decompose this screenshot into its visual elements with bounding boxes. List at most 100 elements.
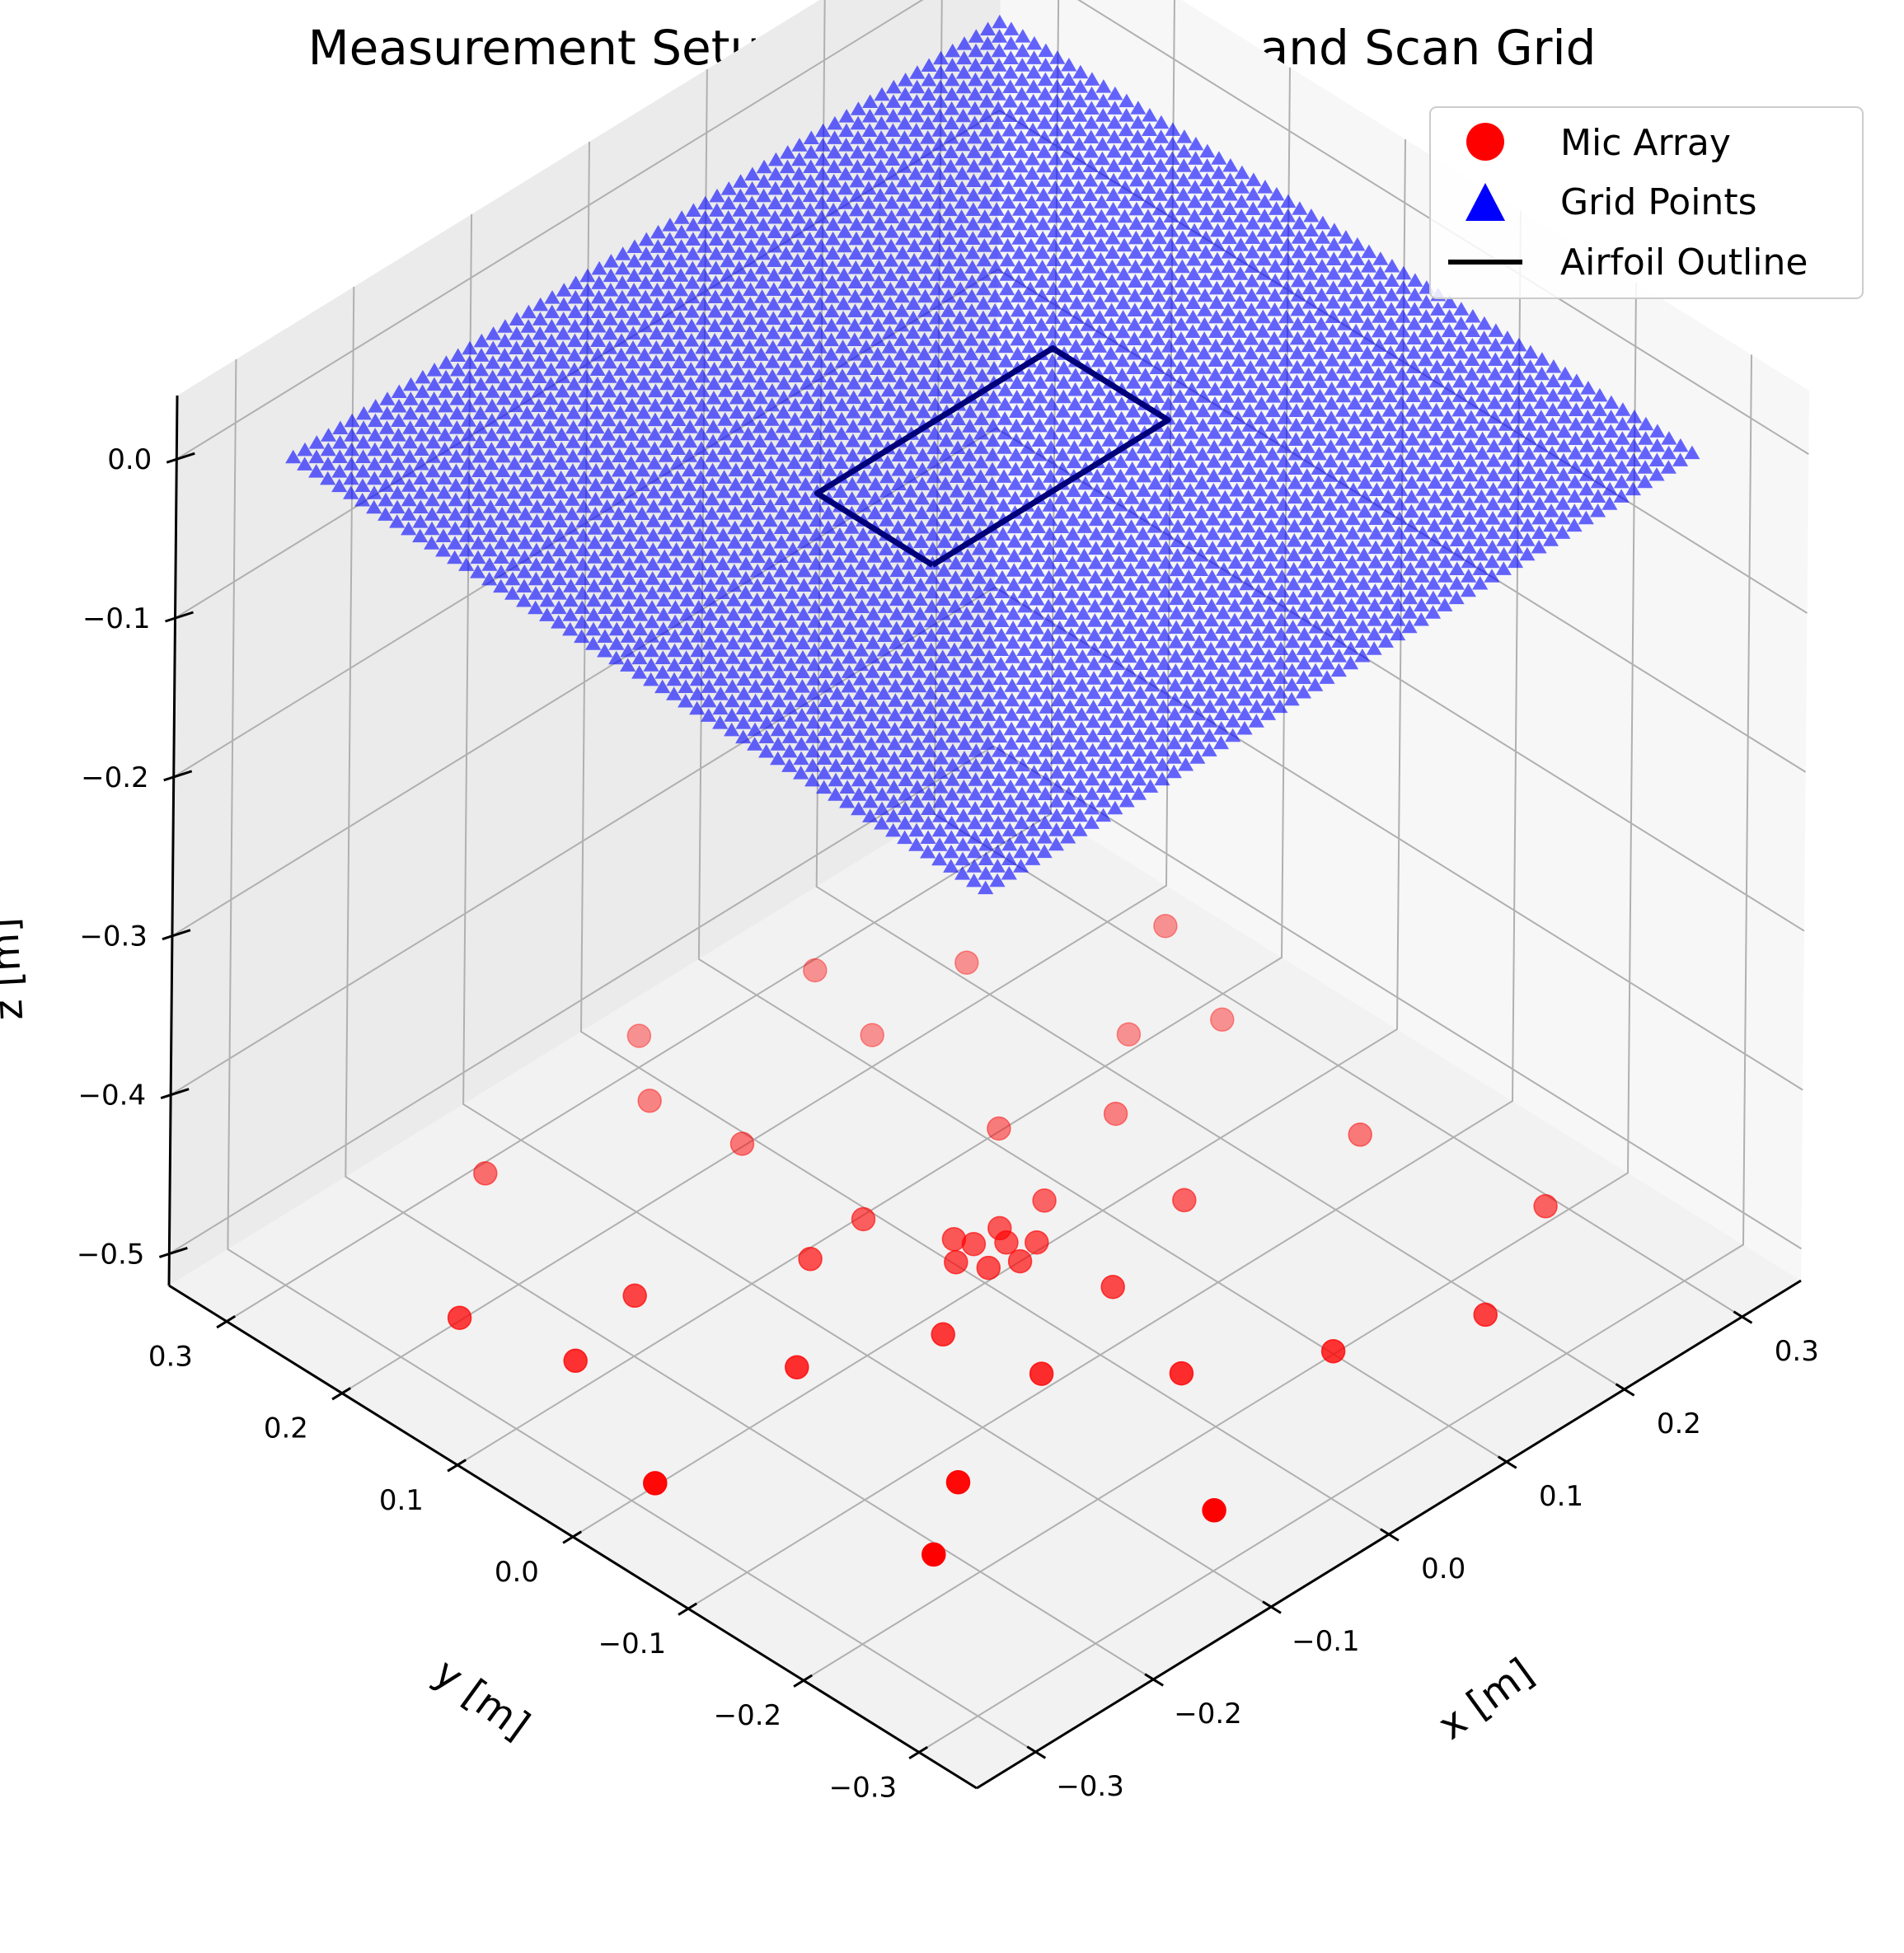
grid-point-35-56 [1226,670,1242,685]
grid-point-47-10 [553,427,570,441]
grid-point-47-2 [461,369,477,384]
grid-point-13-29 [1173,316,1189,331]
grid-point-13-40 [1300,396,1316,410]
grid-point-40-19 [739,441,756,455]
grid-point-13-38 [1277,382,1293,396]
grid-point-59-45 [816,766,832,780]
grid-point-51-41 [864,678,880,693]
grid-point-9-34 [1278,324,1294,338]
grid-point-33-23 [868,419,884,433]
grid-point-54-10 [471,478,487,492]
grid-point-57-6 [390,471,406,485]
grid-point-8-44 [1405,388,1422,402]
grid-point-47-13 [588,448,604,463]
grid-point-22-9 [837,238,853,253]
grid-point-16-27 [1114,324,1131,339]
grid-point-21-32 [1114,396,1130,410]
grid-point-35-59 [1260,691,1277,706]
grid-point-50-39 [853,657,870,672]
grid-point-20-50 [1333,518,1349,532]
grid-point-29-40 [1112,512,1128,526]
grid-point-34-11 [718,340,734,354]
grid-point-54-52 [955,780,972,794]
grid-point-47-35 [842,607,858,621]
grid-point-44-27 [785,527,801,541]
grid-point-9-6 [954,123,971,137]
grid-point-2-43 [1464,338,1480,352]
grid-point-55-42 [828,714,845,729]
grid-point-47-45 [957,678,973,692]
grid-point-28-34 [1054,461,1071,475]
grid-point-23-7 [801,232,818,246]
grid-point-29-47 [1193,562,1209,576]
grid-point-13-16 [1023,223,1039,237]
grid-point-43-0 [485,326,502,340]
grid-point-59-23 [562,607,579,621]
grid-point-6-7 [1001,108,1018,122]
grid-point-15-49 [1381,475,1397,489]
grid-point-9-25 [1174,259,1190,274]
grid-point-31-8 [719,297,735,311]
grid-point-8-17 [1094,194,1110,208]
grid-point-8-26 [1198,259,1214,274]
grid-point-7-3 [944,87,960,101]
grid-point-45-58 [1131,757,1147,771]
grid-point-7-17 [1105,187,1122,201]
grid-point-15-10 [931,194,947,209]
grid-point-4-11 [1072,122,1088,137]
grid-point-32-26 [915,433,931,447]
mic-point-10 [931,1322,955,1347]
grid-point-45-38 [900,613,917,628]
grid-point-42-43 [993,628,1010,642]
grid-point-51-6 [460,427,476,442]
grid-point-19-28 [1090,353,1107,368]
grid-point-27-39 [1123,490,1140,504]
grid-point-57-50 [898,787,914,801]
grid-point-33-4 [649,283,665,297]
grid-point-37-2 [579,297,595,311]
grid-point-51-31 [748,607,765,621]
grid-point-12-53 [1461,482,1478,496]
grid-point-18-18 [987,274,1004,288]
grid-point-22-39 [1183,454,1199,468]
grid-point-29-22 [904,382,921,397]
grid-point-42-46 [1028,649,1044,663]
grid-point-43-52 [1086,700,1102,714]
grid-point-53-31 [725,621,742,635]
grid-point-35-53 [1191,649,1208,663]
grid-point-45-51 [1050,707,1067,721]
grid-point-39-33 [913,534,930,548]
grid-point-31-50 [1203,598,1220,612]
grid-point-59-1 [308,449,325,464]
grid-point-43-10 [601,398,617,412]
grid-point-40-5 [578,340,594,354]
grid-point-8-0 [898,73,914,87]
grid-point-57-24 [598,600,614,614]
grid-point-33-16 [787,368,804,382]
grid-point-49-13 [565,463,581,477]
grid-point-13-31 [1196,331,1212,345]
grid-point-13-18 [1046,238,1062,252]
grid-point-59-16 [481,557,498,571]
grid-point-23-50 [1297,540,1314,555]
grid-point-22-13 [883,267,899,282]
grid-point-44-54 [1096,721,1113,735]
grid-point-24-22 [963,346,979,361]
grid-point-7-9 [1013,129,1029,144]
grid-point-7-29 [1244,274,1260,288]
grid-point-18-20 [1011,288,1027,302]
grid-point-23-39 [1170,461,1187,475]
grid-point-3-12 [1095,122,1111,137]
grid-point-36-43 [1064,584,1081,598]
grid-point-52-43 [875,700,892,714]
grid-point-26-53 [1297,583,1313,597]
grid-point-14-23 [1092,281,1109,295]
grid-point-33-48 [1156,598,1173,612]
grid-point-52-19 [598,527,615,542]
grid-point-46-9 [554,412,570,427]
grid-point-25-42 [1182,497,1198,512]
grid-point-27-56 [1320,612,1336,626]
grid-point-33-56 [1249,656,1265,670]
grid-point-59-41 [770,737,786,751]
grid-point-19-32 [1137,382,1153,396]
